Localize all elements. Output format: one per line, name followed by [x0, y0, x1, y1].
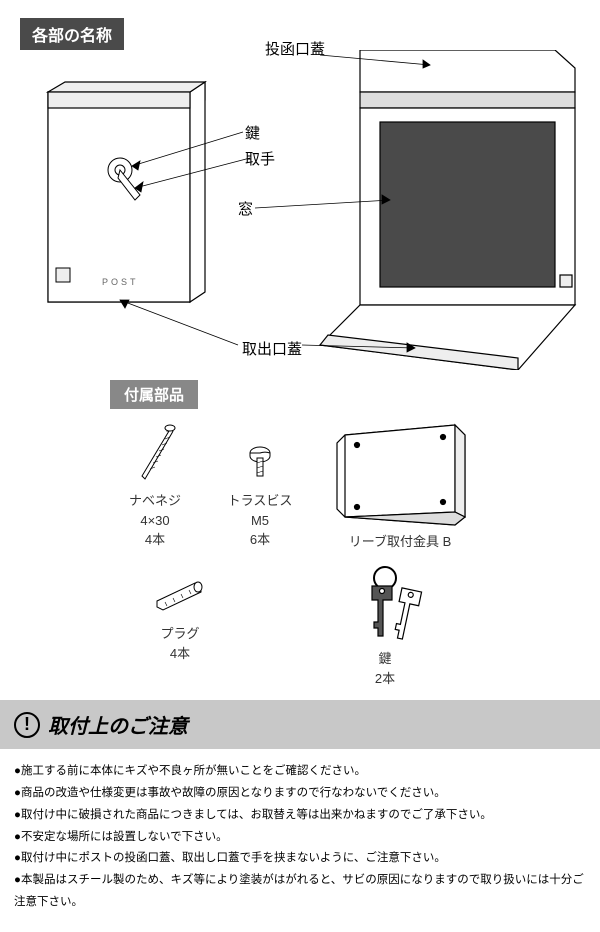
parts-grid: ナベネジ 4×30 4本 [20, 409, 580, 689]
keys-icon [330, 564, 440, 649]
caution-item: 商品の改造や仕様変更は事故や故障の原因となりますので行なわないでください。 [14, 783, 586, 805]
keys-qty: 2本 [375, 671, 395, 686]
label-slot-lid: 投函口蓋 [265, 38, 325, 59]
caution-section: ! 取付上のご注意 施工する前に本体にキズや不良ヶ所が無いことをご確認ください。… [0, 700, 600, 932]
bracket-name: リーブ取付金具 B [349, 534, 452, 549]
caution-item: 取付け中にポストの投函口蓋、取出し口蓋で手を挟まないように、ご注意下さい。 [14, 848, 586, 870]
label-handle: 取手 [245, 148, 275, 169]
caution-item: 不安定な場所には設置しないで下さい。 [14, 827, 586, 849]
label-window: 窓 [238, 198, 253, 219]
caution-list: 施工する前に本体にキズや不良ヶ所が無いことをご確認ください。 商品の改造や仕様変… [0, 749, 600, 932]
part-keys: 鍵 2本 [320, 564, 450, 688]
diagram-svg: POST [20, 50, 580, 370]
screw-spec: 4×30 [140, 513, 169, 528]
accessories-section: 付属部品 ナベネジ 4×30 [0, 370, 600, 700]
caution-item: 施工する前に本体にキズや不良ヶ所が無いことをご確認ください。 [14, 761, 586, 783]
section1-title: 各部の名称 [20, 18, 124, 50]
plug-icon [145, 569, 215, 624]
page: 各部の名称 POST [0, 0, 600, 932]
label-key: 鍵 [245, 122, 260, 143]
mailbox-diagram: POST [20, 50, 580, 370]
bracket-icon [325, 417, 475, 532]
section2-title: 付属部品 [110, 380, 198, 409]
truss-name: トラスビス [228, 493, 293, 508]
truss-spec: M5 [251, 513, 269, 528]
post-text: POST [102, 277, 139, 287]
parts-names-section: 各部の名称 POST [0, 0, 600, 370]
caution-header: ! 取付上のご注意 [0, 700, 600, 749]
warning-icon: ! [14, 712, 40, 738]
part-plug: プラグ 4本 [135, 569, 225, 663]
plug-name: プラグ [160, 626, 199, 641]
plug-qty: 4本 [170, 646, 190, 661]
truss-icon [235, 441, 285, 491]
caution-title: 取付上のご注意 [48, 710, 188, 739]
part-screw: ナベネジ 4×30 4本 [110, 421, 200, 550]
label-outlet-lid: 取出口蓋 [242, 338, 302, 359]
truss-qty: 6本 [250, 532, 270, 547]
screw-qty: 4本 [145, 532, 165, 547]
part-truss: トラスビス M5 6本 [215, 441, 305, 550]
keys-name: 鍵 [378, 651, 391, 666]
screw-name: ナベネジ [129, 493, 181, 508]
screw-icon [125, 421, 185, 491]
part-bracket: リーブ取付金具 B [320, 417, 480, 552]
caution-item: 本製品はスチール製のため、キズ等により塗装がはがれると、サビの原因になりますので… [14, 870, 586, 914]
caution-item: 取付け中に破損された商品につきましては、お取替え等は出来かねますのでご了承下さい… [14, 805, 586, 827]
